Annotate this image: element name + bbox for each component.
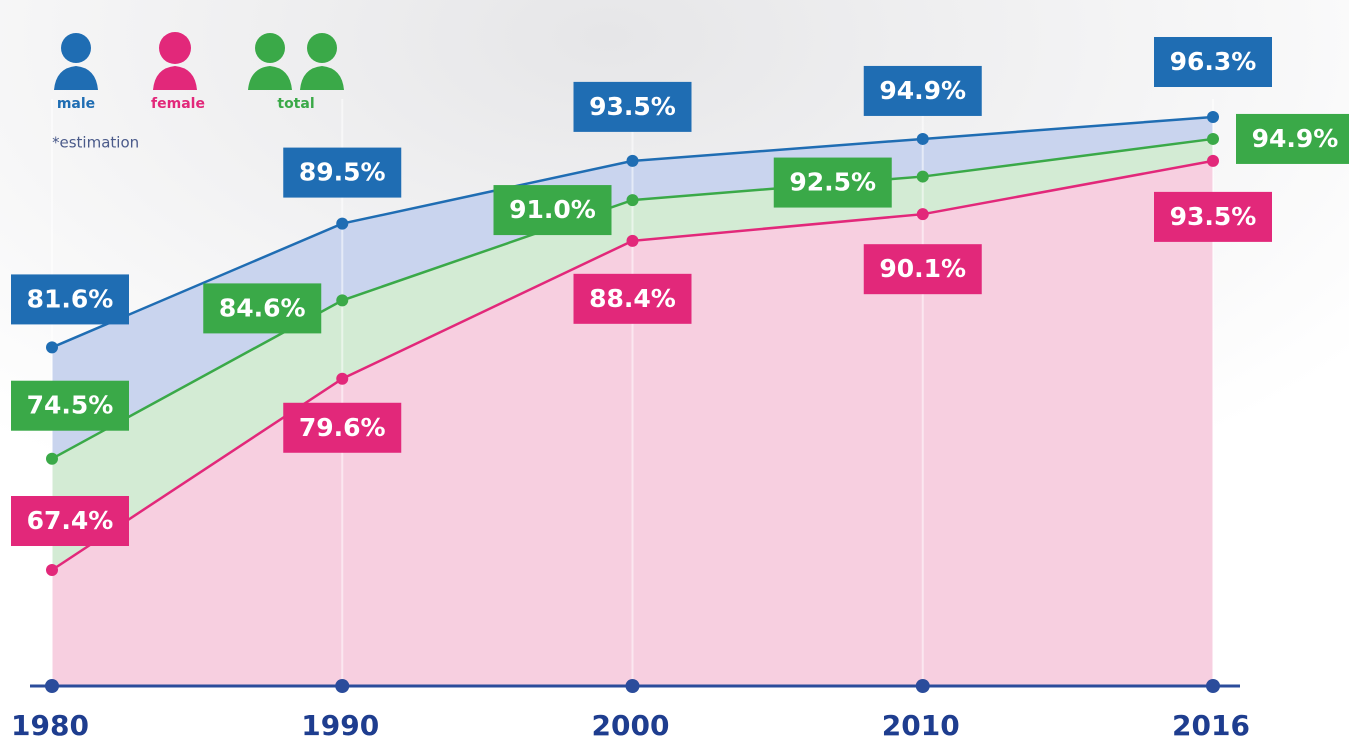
value-label: 81.6% (27, 284, 114, 313)
axis-dot (625, 679, 640, 693)
label-box (1154, 36, 1272, 87)
value-label: 84.6% (219, 293, 306, 322)
point (46, 341, 58, 354)
point (1207, 132, 1219, 145)
axis-dot (1206, 679, 1220, 693)
label-box (573, 273, 692, 324)
label-box (283, 402, 402, 453)
value-label: 92.5% (789, 168, 876, 197)
legend-label: male (57, 96, 95, 112)
value-label: 89.5% (299, 158, 386, 187)
x-tick-label: 1990 (301, 709, 379, 742)
axis-dot (45, 679, 59, 693)
label-box (283, 147, 402, 198)
note: *estimation (52, 134, 139, 152)
point (916, 132, 929, 145)
point (916, 208, 929, 221)
legend-label: female (151, 96, 205, 112)
label-box (863, 65, 982, 116)
value-label: 94.9% (879, 76, 966, 105)
point (336, 372, 349, 385)
axis-dot (335, 679, 350, 693)
x-tick-label: 2000 (592, 709, 670, 742)
value-label: 93.5% (1170, 202, 1257, 231)
point (626, 234, 639, 247)
value-label: 74.5% (27, 391, 114, 420)
point (1207, 154, 1219, 167)
value-label: 91.0% (509, 195, 596, 224)
point (46, 452, 58, 465)
label-box (11, 380, 129, 431)
label-box (863, 244, 982, 295)
value-label: 96.3% (1170, 47, 1257, 76)
legend: male female total *estimation (52, 32, 344, 152)
value-label: 94.9% (1252, 124, 1339, 153)
point (46, 564, 58, 577)
x-tick-label: 2016 (1172, 709, 1250, 742)
value-label: 93.5% (589, 92, 676, 121)
point (626, 194, 639, 207)
point (1207, 110, 1219, 123)
value-label: 79.6% (299, 413, 386, 442)
label-box (773, 157, 892, 208)
point (916, 170, 929, 183)
label-box (573, 81, 692, 132)
plot: 81.6% 89.5% 93.5% 94.9% 96.3% 74.5% 84.6% 91.0%… (11, 36, 1349, 742)
x-tick-label: 2010 (882, 709, 960, 742)
male-icon (54, 33, 98, 90)
total-icon (248, 33, 344, 90)
legend-label: total (277, 96, 314, 112)
value-label: 67.4% (27, 506, 114, 535)
female-icon (153, 32, 197, 90)
axis-dot (915, 679, 930, 693)
label-box (11, 496, 129, 547)
label-box (493, 185, 612, 236)
label-box (1154, 191, 1272, 242)
point (336, 294, 349, 307)
value-label: 90.1% (879, 254, 966, 283)
label-box (11, 274, 129, 325)
label-box (203, 283, 322, 334)
point (626, 154, 639, 167)
label-box (1236, 113, 1349, 164)
x-tick-label: 1980 (11, 709, 89, 742)
value-label: 88.4% (589, 284, 676, 313)
point (336, 217, 349, 230)
